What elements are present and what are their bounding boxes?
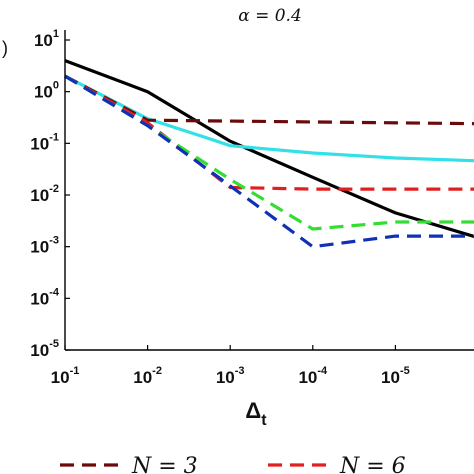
y-tick-label-1: 100 <box>34 80 59 102</box>
axes-layer <box>64 30 474 351</box>
legend: N = 3 N = 6 <box>60 454 406 474</box>
series-line-4 <box>64 74 474 191</box>
x-axis-label-main: Δ <box>245 398 261 423</box>
y-tick-label-5: 10-4 <box>30 286 60 308</box>
panel-label: ) <box>2 38 8 58</box>
series-line-5 <box>64 74 474 231</box>
series-line-1 <box>64 59 474 239</box>
x-axis-label-subscript: t <box>261 412 267 429</box>
ticks-layer: 101 100 10-1 10-2 10-3 10-4 10-5 10-1 10-2 10-3 10… <box>30 28 474 387</box>
series-line-6 <box>64 74 474 249</box>
x-tick-label-1: 10-2 <box>133 365 162 387</box>
legend-label-2: N = 6 <box>339 454 406 474</box>
y-tick-label-4: 10-3 <box>30 235 59 257</box>
x-tick-label-3: 10-4 <box>298 365 328 387</box>
x-tick-label-2: 10-3 <box>216 365 245 387</box>
series-layer <box>64 59 474 249</box>
y-tick-label-2: 10-1 <box>30 131 59 153</box>
series-line-2 <box>64 74 474 163</box>
legend-label-1: N = 3 <box>131 454 198 474</box>
x-tick-label-0: 10-1 <box>51 365 80 387</box>
y-tick-label-3: 10-2 <box>30 183 59 205</box>
chart-title: α = 0.4 <box>238 6 302 26</box>
y-tick-label-6: 10-5 <box>30 338 59 360</box>
y-tick-label-0: 101 <box>34 28 59 50</box>
x-tick-label-4: 10-5 <box>381 365 410 387</box>
x-axis-label: Δt <box>245 398 267 429</box>
